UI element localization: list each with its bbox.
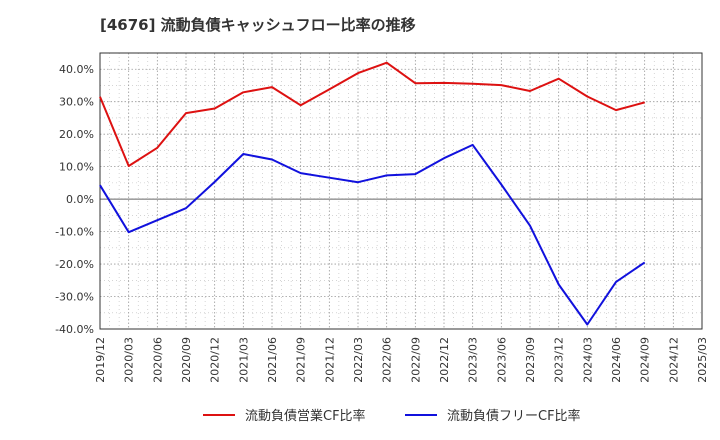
- y-tick-label: -20.0%: [55, 258, 94, 271]
- x-tick-label: 2023/03: [467, 337, 480, 383]
- x-tick-label: 2024/06: [610, 337, 623, 383]
- x-tick-label: 2022/12: [438, 337, 451, 383]
- legend-label-operating-cf: 流動負債営業CF比率: [245, 409, 366, 424]
- x-tick-label: 2021/03: [237, 337, 250, 383]
- x-tick-label: 2020/09: [180, 337, 193, 383]
- x-tick-label: 2020/06: [151, 337, 164, 383]
- legend-label-free-cf: 流動負債フリーCF比率: [447, 409, 581, 424]
- y-tick-label: -10.0%: [55, 226, 94, 239]
- legend-swatch-blue: [405, 413, 437, 416]
- x-tick-label: 2022/03: [352, 337, 365, 383]
- x-tick-label: 2022/06: [381, 337, 394, 383]
- y-tick-label: 20.0%: [59, 128, 94, 141]
- x-tick-label: 2024/03: [581, 337, 594, 383]
- series-line-2: [99, 143, 646, 326]
- chart-title: [4676] 流動負債キャッシュフロー比率の推移: [100, 16, 416, 34]
- x-tick-label: 2022/09: [409, 337, 422, 383]
- plot-area: [100, 53, 702, 329]
- x-tick-label: 2025/03: [696, 337, 709, 383]
- legend-item-free-cf: 流動負債フリーCF比率: [405, 405, 581, 424]
- x-tick-label: 2020/03: [123, 337, 136, 383]
- y-tick-label: 0.0%: [66, 193, 94, 206]
- x-tick-label: 2021/06: [266, 337, 279, 383]
- x-tick-label: 2024/12: [667, 337, 680, 383]
- x-tick-label: 2024/09: [639, 337, 652, 383]
- legend-swatch-red: [203, 413, 235, 416]
- x-tick-label: 2020/12: [209, 337, 222, 383]
- legend-item-operating-cf: 流動負債営業CF比率: [203, 405, 366, 424]
- x-tick-label: 2023/09: [524, 337, 537, 383]
- y-tick-label: -40.0%: [55, 323, 94, 336]
- series-line-1: [99, 61, 645, 167]
- x-tick-label: 2023/06: [495, 337, 508, 383]
- y-tick-label: -30.0%: [55, 291, 94, 304]
- y-tick-label: 10.0%: [59, 161, 94, 174]
- x-tick-label: 2021/12: [323, 337, 336, 383]
- y-tick-label: 30.0%: [59, 96, 94, 109]
- plot-frame: [99, 52, 703, 330]
- x-tick-label: 2019/12: [94, 337, 107, 383]
- x-tick-label: 2023/12: [553, 337, 566, 383]
- x-tick-label: 2021/09: [295, 337, 308, 383]
- y-tick-label: 40.0%: [59, 63, 94, 76]
- legend: 流動負債営業CF比率 流動負債フリーCF比率: [0, 405, 720, 427]
